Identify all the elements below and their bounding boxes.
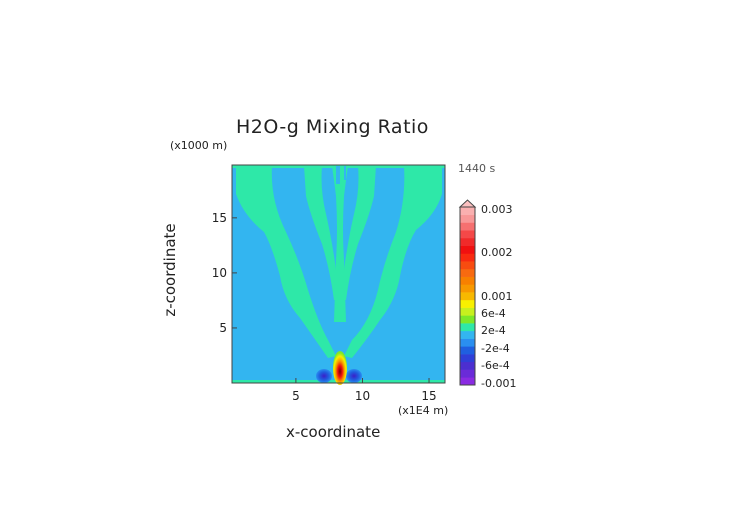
colorbar-level	[460, 207, 475, 216]
colorbar-level	[460, 369, 475, 378]
y-tick-label: 15	[212, 211, 227, 225]
negative-lobe-left	[316, 369, 332, 383]
colorbar-level	[460, 230, 475, 239]
colorbar-level	[460, 377, 475, 386]
x-tick-label: 15	[421, 389, 436, 403]
negative-lobe-right	[346, 369, 362, 383]
colorbar-level	[460, 323, 475, 332]
colorbar-level	[460, 268, 475, 277]
colorbar-level	[460, 245, 475, 254]
plume-right-inner	[342, 166, 376, 300]
colorbar-label: 0.001	[481, 290, 513, 303]
plot-area	[231, 164, 446, 385]
time-label: 1440 s	[458, 162, 496, 175]
plume-right-outer	[344, 166, 442, 358]
y-tick-label: 5	[219, 321, 227, 335]
x-axis-label: x-coordinate	[286, 423, 381, 441]
colorbar-level	[460, 307, 475, 316]
colorbar-frame	[459, 206, 476, 386]
colorbar-level	[460, 276, 475, 285]
axes: 5 10 15 5 10 15	[212, 211, 437, 403]
core-maximum	[333, 351, 347, 385]
y-axis-unit: (x1000 m)	[170, 139, 228, 152]
x-tick-label: 10	[355, 389, 370, 403]
colorbar-top-arrow	[458, 199, 477, 208]
colorbar-level	[460, 361, 475, 370]
colorbar-level	[460, 222, 475, 231]
colorbar-label: -6e-4	[481, 359, 510, 372]
x-tick-label: 5	[292, 389, 300, 403]
x-axis-unit: (x1E4 m)	[398, 404, 449, 417]
colorbar-level	[460, 330, 475, 339]
colorbar-label: 6e-4	[481, 307, 506, 320]
colorbar-level	[460, 261, 475, 270]
chart-title: H2O-g Mixing Ratio	[236, 116, 429, 138]
colorbar-level	[460, 292, 475, 301]
colorbar-level	[460, 354, 475, 363]
colorbar: 0.003 0.002 0.001 6e-4 2e-4 -2e-4 -6e-4 -0.001	[458, 199, 516, 390]
colorbar-level	[460, 284, 475, 293]
plume-center	[332, 166, 348, 322]
colorbar-label: 0.003	[481, 203, 513, 216]
colorbar-label: -2e-4	[481, 342, 510, 355]
y-tick-label: 10	[212, 266, 227, 280]
colorbar-level	[460, 237, 475, 246]
colorbar-label: -0.001	[481, 377, 516, 390]
colorbar-level	[460, 315, 475, 324]
colorbar-label: 0.002	[481, 246, 513, 259]
colorbar-label: 2e-4	[481, 324, 506, 337]
colorbar-level	[460, 346, 475, 355]
plot-frame	[231, 164, 446, 384]
plume-left-outer	[236, 166, 336, 358]
colorbar-level	[460, 253, 475, 262]
plume-left-inner	[304, 166, 338, 300]
colorbar-level	[460, 299, 475, 308]
colorbar-level	[460, 338, 475, 347]
colorbar-level	[460, 214, 475, 223]
